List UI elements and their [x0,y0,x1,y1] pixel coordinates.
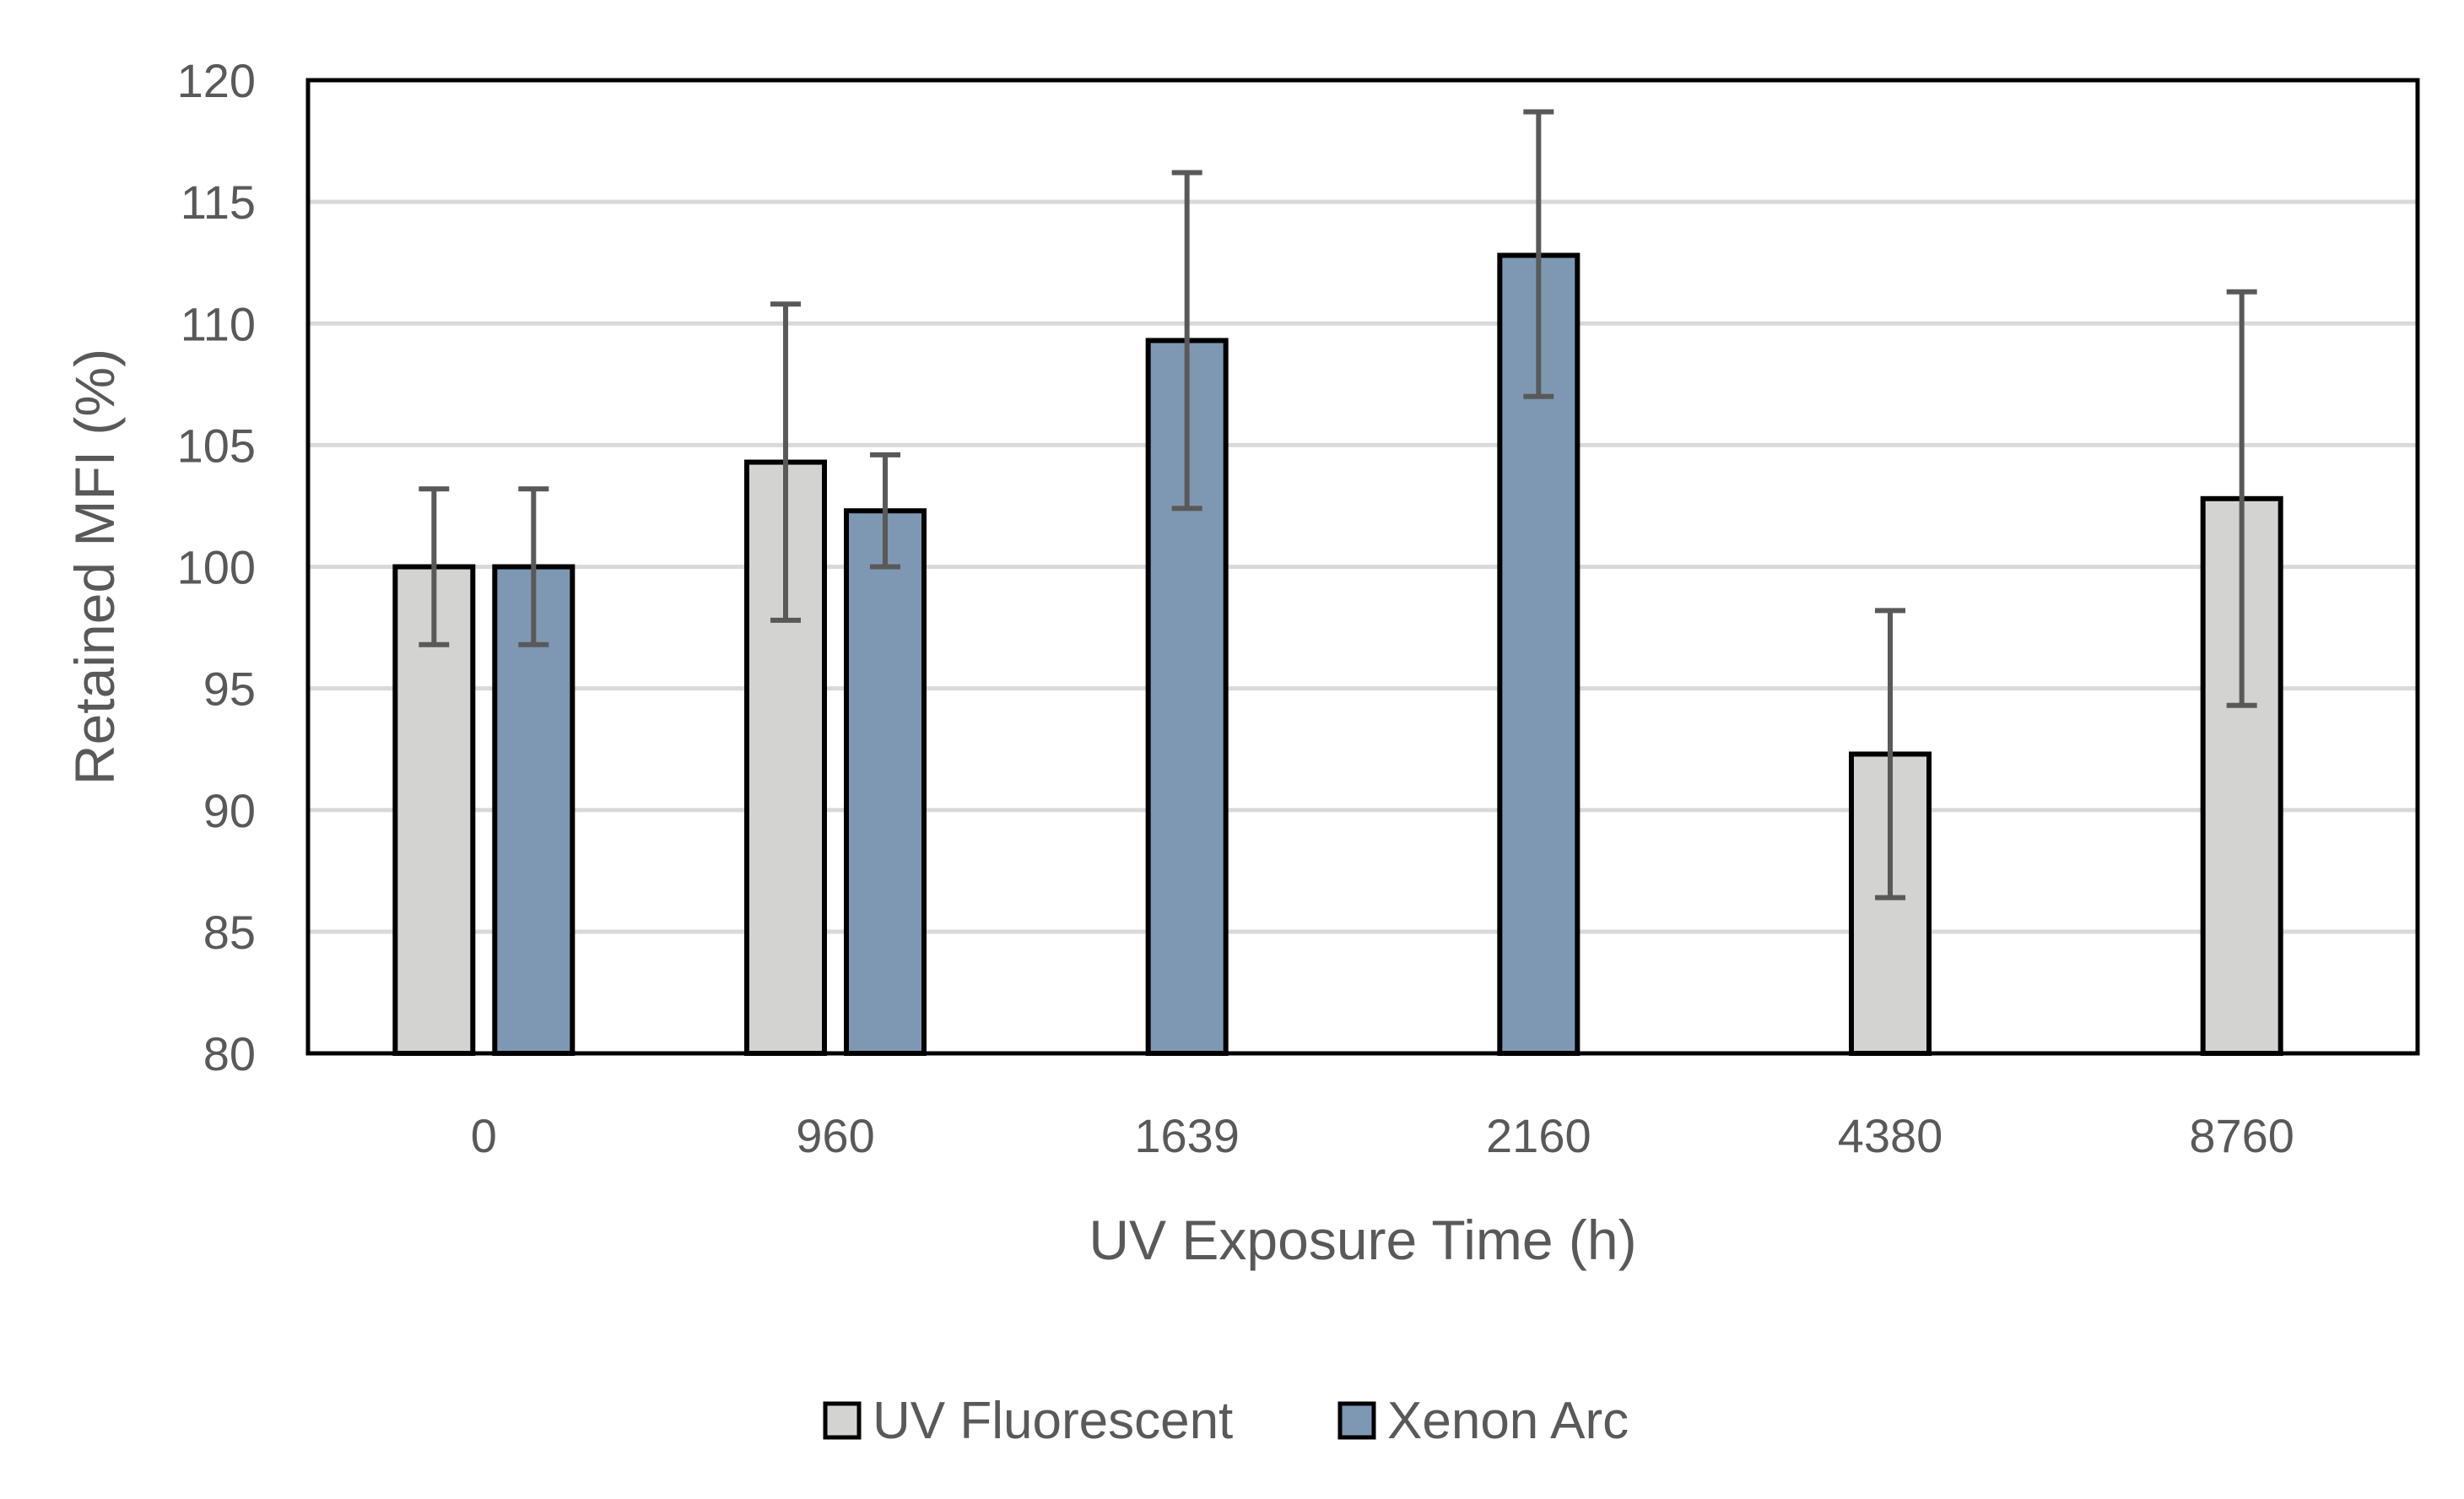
y-axis-title: Retained MFI (%) [63,349,126,785]
legend: UV Fluorescent Xenon Arc [823,1392,1629,1450]
bars [392,252,2283,1057]
y-tick-label: 90 [203,784,256,837]
x-tick-label: 2160 [1486,1109,1591,1162]
bar [1849,751,1932,1056]
x-tick-label: 4380 [1838,1109,1943,1162]
legend-label: Xenon Arc [1387,1392,1629,1450]
x-axis-title: UV Exposure Time (h) [1089,1209,1636,1271]
x-tick-label: 8760 [2189,1109,2294,1162]
y-tick-label: 105 [177,419,256,472]
y-tick-label: 85 [203,906,256,959]
x-axis-ticks: 0 960 1639 2160 4380 8760 [471,1109,2294,1162]
y-tick-label: 110 [181,297,256,350]
x-tick-label: 1639 [1134,1109,1240,1162]
gridlines [308,199,2418,934]
y-tick-label: 115 [181,176,256,229]
y-axis-ticks: 80 85 90 95 100 105 110 115 120 [177,54,256,1080]
legend-swatch [823,1401,862,1440]
x-tick-label: 960 [796,1109,874,1162]
y-tick-label: 80 [203,1027,256,1080]
y-tick-label: 120 [177,54,256,107]
legend-label: UV Fluorescent [873,1392,1233,1450]
plot-area-frame [305,78,2420,1056]
y-tick-label: 95 [203,663,256,716]
legend-swatch [1337,1401,1376,1440]
bar [2200,495,2283,1056]
bar [844,508,927,1056]
error-bars [419,109,2257,901]
bar [492,564,575,1056]
y-tick-label: 100 [177,541,256,594]
x-tick-label: 0 [471,1109,497,1162]
